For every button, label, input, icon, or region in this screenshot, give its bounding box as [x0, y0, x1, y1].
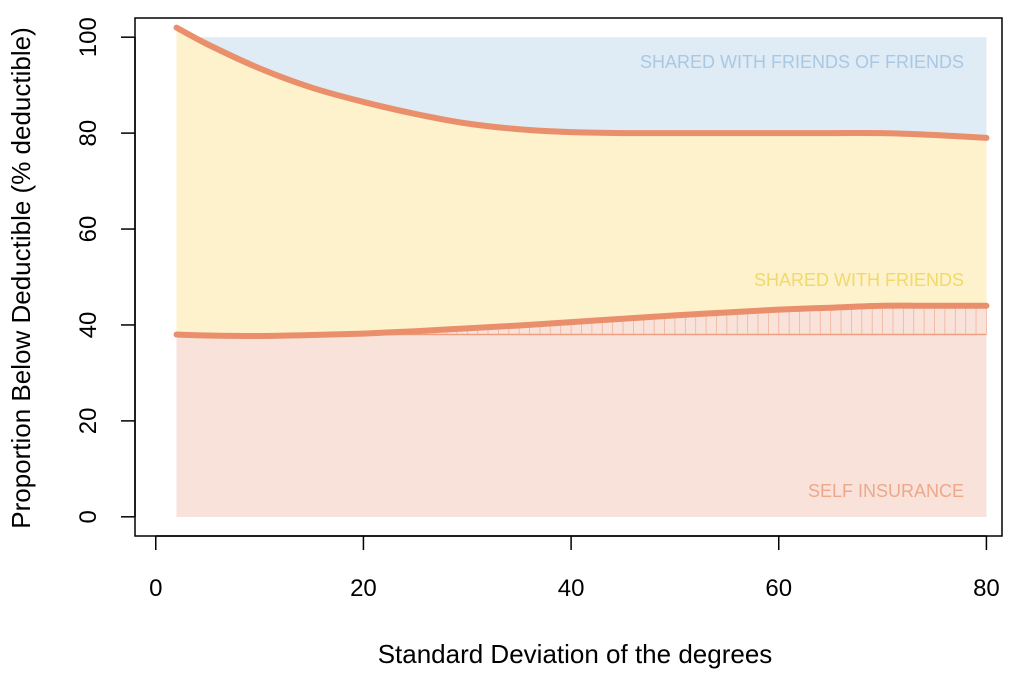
axes: 0 20 40 60 80 0 20 40 60 80 100	[75, 17, 1000, 602]
y-tick-label: 40	[75, 312, 102, 339]
series-upper-line	[173, 24, 990, 141]
region-label: SHARED WITH FRIENDS	[754, 270, 964, 290]
x-tick-label: 80	[973, 575, 1000, 602]
x-tick-label: 60	[765, 575, 792, 602]
y-tick-label: 0	[75, 510, 102, 523]
region-labels: SHARED WITH FRIENDS OF FRIENDS SHARED WIT…	[640, 52, 964, 501]
x-tick-label: 20	[350, 575, 377, 602]
series-lower-line	[173, 302, 990, 340]
region-label: SHARED WITH FRIENDS OF FRIENDS	[640, 52, 964, 72]
x-axis-title: Standard Deviation of the degrees	[378, 639, 773, 669]
y-tick-label: 60	[75, 216, 102, 243]
x-tick-label: 0	[149, 575, 162, 602]
x-tick-label: 40	[558, 575, 585, 602]
region-self-insurance	[176, 305, 987, 517]
series-lines	[173, 24, 990, 340]
y-tick-label: 100	[75, 17, 102, 57]
region-friends	[176, 27, 987, 337]
regions-layer	[176, 27, 987, 517]
y-axis-title: Proportion Below Deductible (% deductibl…	[6, 27, 36, 529]
y-tick-label: 80	[75, 120, 102, 147]
y-tick-label: 20	[75, 408, 102, 435]
region-label: SELF INSURANCE	[808, 481, 964, 501]
